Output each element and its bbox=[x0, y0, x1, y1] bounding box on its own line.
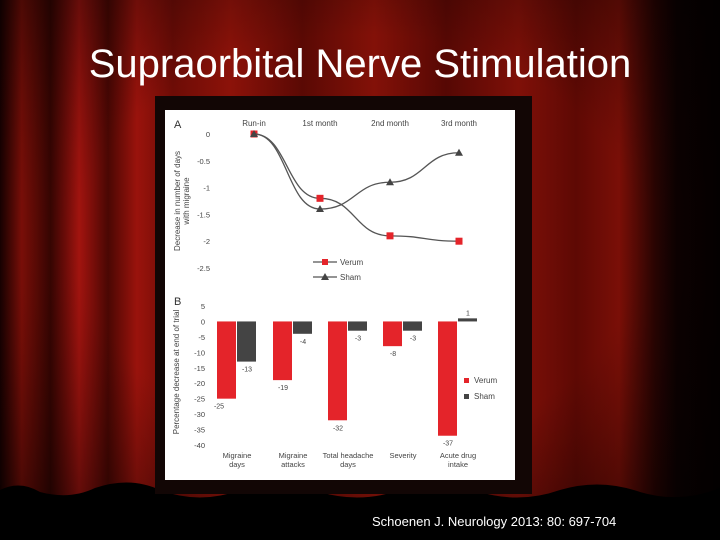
panel-a-xtick-label: 1st month bbox=[302, 119, 337, 128]
data-label-verum: -8 bbox=[390, 351, 396, 358]
data-point-verum bbox=[386, 232, 394, 240]
data-label-verum: -25 bbox=[214, 404, 224, 411]
legend-marker-sham bbox=[464, 394, 469, 399]
panel-b-xtick-label: days bbox=[229, 460, 245, 469]
panel-a-ytick-label: -1 bbox=[203, 184, 210, 193]
panel-b-ytick-label: -5 bbox=[198, 333, 205, 342]
panel-b-ytick-label: -35 bbox=[194, 426, 205, 435]
data-label-sham: 1 bbox=[466, 310, 470, 317]
panel-b-ytick-label: -10 bbox=[194, 348, 205, 357]
panel-a-letter: A bbox=[174, 119, 182, 131]
panel-b-ytick-label: -25 bbox=[194, 395, 205, 404]
panel-b-ytick-label: -30 bbox=[194, 410, 205, 419]
panel-b-xtick-label: attacks bbox=[281, 460, 305, 469]
data-label-sham: -3 bbox=[410, 336, 416, 343]
data-point-sham bbox=[386, 178, 394, 186]
panel-b-xtick-label: days bbox=[340, 460, 356, 469]
panel-b-xtick-label: Total headache bbox=[323, 451, 374, 460]
panel-a-ytick-label: -1.5 bbox=[197, 210, 210, 219]
legend-marker-verum bbox=[464, 378, 469, 383]
data-label-sham: -4 bbox=[300, 339, 306, 346]
legend-label-sham: Sham bbox=[340, 273, 361, 282]
panel-a-ylabel-line2: with migraine bbox=[182, 177, 191, 226]
data-label-verum: -32 bbox=[333, 425, 343, 432]
panel-a-ytick-label: -2.5 bbox=[197, 264, 210, 273]
panel-b-xtick-label: intake bbox=[448, 460, 468, 469]
panel-b-ytick-label: -20 bbox=[194, 379, 205, 388]
legend-marker-verum bbox=[322, 259, 328, 265]
panel-a-ytick-label: -0.5 bbox=[197, 157, 210, 166]
bar-sham bbox=[237, 321, 256, 362]
data-point-verum bbox=[455, 237, 463, 245]
panel-b-xtick-label: Acute drug bbox=[440, 451, 476, 460]
data-point-sham bbox=[455, 148, 463, 156]
series-line-sham bbox=[253, 133, 460, 210]
citation: Schoenen J. Neurology 2013: 80: 697-704 bbox=[372, 514, 617, 529]
panel-b-ytick-label: 0 bbox=[201, 317, 205, 326]
panel-b-ytick-label: -40 bbox=[194, 441, 205, 450]
bar-verum bbox=[217, 321, 236, 399]
panel-a-xtick-label: 3rd month bbox=[441, 119, 477, 128]
bar-verum bbox=[383, 321, 402, 347]
legend-label-verum: Verum bbox=[340, 258, 363, 267]
panel-b-xtick-label: Severity bbox=[389, 451, 416, 460]
bar-verum bbox=[328, 321, 347, 421]
panel-a-ytick-label: -2 bbox=[203, 237, 210, 246]
panel-b-xtick-label: Migraine bbox=[279, 451, 308, 460]
panel-b-ytick-label: -15 bbox=[194, 364, 205, 373]
panel-a-ytick-label: 0 bbox=[206, 130, 210, 139]
panel-a-xtick-label: 2nd month bbox=[371, 119, 409, 128]
panel-b-xtick-label: Migraine bbox=[223, 451, 252, 460]
slide-title: Supraorbital Nerve Stimulation bbox=[88, 42, 632, 86]
data-label-sham: -3 bbox=[355, 336, 361, 343]
panel-b-letter: B bbox=[174, 296, 181, 308]
panel-a-ylabel-line1: Decrease in number of days bbox=[173, 151, 182, 251]
data-label-verum: -19 bbox=[278, 385, 288, 392]
panel-a-xtick-label: Run-in bbox=[242, 119, 266, 128]
data-point-sham bbox=[316, 205, 324, 213]
bar-sham bbox=[293, 321, 312, 334]
bar-sham bbox=[458, 318, 477, 322]
chart-figure: A 0 -0.5 -1 -1.5 -2 -2.5 Run-in 1st month 2nd mon… bbox=[165, 110, 515, 480]
bar-verum bbox=[273, 321, 292, 381]
data-label-verum: -37 bbox=[443, 441, 453, 448]
legend-label-verum: Verum bbox=[474, 376, 497, 385]
bar-verum bbox=[438, 321, 457, 436]
panel-b-ytick-label: 5 bbox=[201, 302, 205, 311]
series-line-verum bbox=[253, 133, 460, 242]
bar-sham bbox=[403, 321, 422, 331]
legend-label-sham: Sham bbox=[474, 392, 495, 401]
panel-b-ylabel: Percentage decrease at end of trial bbox=[172, 310, 181, 435]
data-label-sham: -13 bbox=[242, 367, 252, 374]
data-point-sham bbox=[250, 130, 258, 137]
data-point-verum bbox=[316, 194, 324, 202]
legend-marker-sham bbox=[321, 273, 329, 280]
bar-sham bbox=[348, 321, 367, 331]
